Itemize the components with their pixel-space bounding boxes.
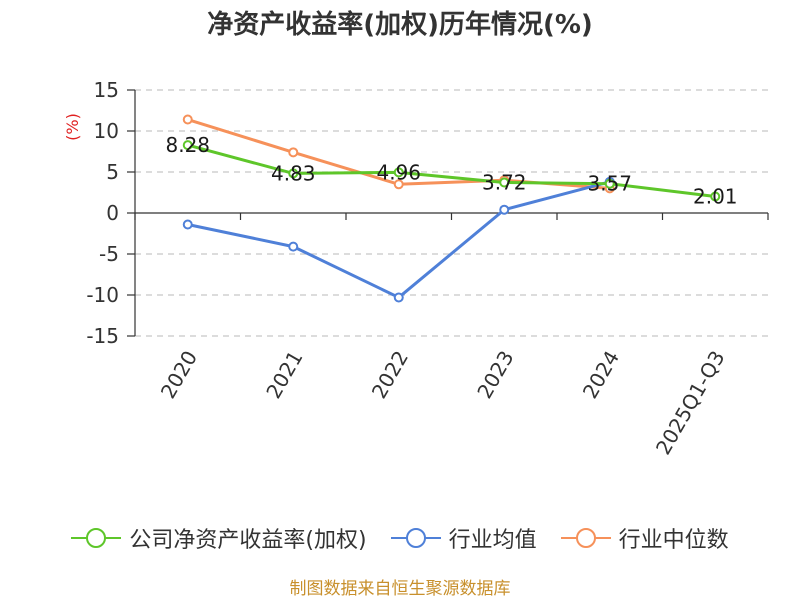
legend-item-industry-avg[interactable]: 行业均值	[390, 522, 537, 554]
legend: 公司净资产收益率(加权) 行业均值 行业中位数	[0, 520, 800, 556]
data-point-industry_avg	[393, 292, 404, 303]
series-line-company	[187, 143, 716, 199]
legend-marker-company	[71, 528, 122, 548]
y-tick-label: 15	[94, 78, 119, 102]
legend-marker-industry-median	[560, 528, 611, 548]
series-layer	[182, 114, 721, 303]
series-line-industry_avg	[187, 180, 611, 299]
data-point-company	[710, 191, 721, 202]
unit-label: (%)	[63, 113, 82, 141]
x-tick-label: 2020	[156, 347, 202, 403]
legend-label-industry-median: 行业中位数	[618, 528, 729, 553]
line-chart: 15 10 5 0 -5 -10 -15 (%) 2020 2021 2022 2023 2024 202…	[63, 78, 769, 459]
label-layer: 8.28 4.83 4.96 3.72 3.57 2.01	[165, 133, 737, 208]
y-tick-label: -10	[86, 283, 119, 307]
data-point-industry_avg	[182, 219, 193, 230]
data-point-company	[182, 140, 193, 151]
data-label: 3.57	[587, 172, 632, 196]
data-point-company	[499, 177, 510, 188]
x-tick-label: 2021	[261, 347, 307, 403]
legend-label-industry-avg: 行业均值	[448, 528, 537, 553]
data-source-note: 制图数据来自恒生聚源数据库	[289, 579, 511, 599]
x-tick-label: 2024	[578, 347, 624, 403]
legend-item-industry-median[interactable]: 行业中位数	[560, 522, 729, 554]
y-tick-label: 5	[106, 160, 119, 184]
legend-marker-industry-avg	[390, 528, 441, 548]
data-point-company	[604, 178, 615, 189]
data-label: 2.01	[693, 185, 738, 209]
data-label: 4.83	[271, 161, 316, 185]
y-tick-label: 10	[94, 119, 119, 143]
data-point-company	[288, 168, 299, 179]
legend-label-company: 公司净资产收益率(加权)	[129, 528, 367, 553]
y-tick-label: 0	[106, 201, 119, 225]
data-point-industry_median	[288, 147, 299, 158]
y-tick-label: -15	[86, 324, 119, 348]
x-tick-label: 2025Q1-Q3	[651, 347, 730, 459]
chart-title: 净资产收益率(加权)历年情况(%)	[207, 10, 593, 40]
data-point-industry_median	[393, 179, 404, 190]
legend-item-company[interactable]: 公司净资产收益率(加权)	[71, 522, 367, 554]
data-point-company	[393, 167, 404, 178]
data-label: 3.72	[482, 170, 527, 194]
y-tick-label: -5	[99, 242, 119, 266]
data-point-industry_avg	[288, 241, 299, 252]
data-label: 4.96	[376, 160, 421, 184]
data-point-industry_avg	[499, 204, 510, 215]
x-tick-label: 2022	[367, 347, 413, 403]
data-label: 8.28	[165, 133, 210, 157]
data-point-industry_median	[182, 114, 193, 125]
x-tick-label: 2023	[472, 347, 518, 403]
